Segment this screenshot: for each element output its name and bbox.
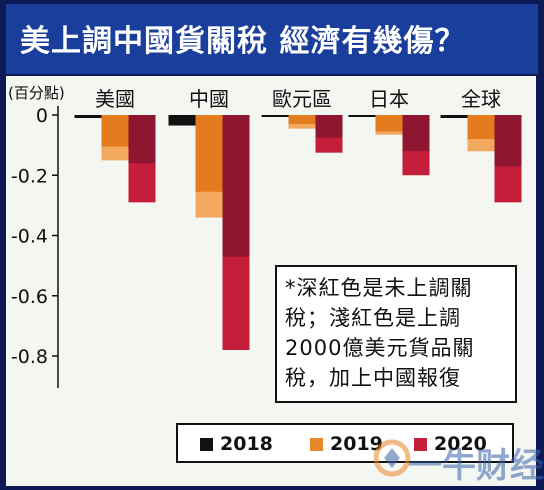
category-label: 日本 xyxy=(369,87,409,111)
bar-2019-base-0 xyxy=(101,115,129,147)
watermark-icon xyxy=(373,439,411,477)
note-text: *深紅色是未上調關 稅；淺紅色是上調 2000億美元貨品關 稅，加上中國報復 xyxy=(285,273,507,393)
chart-title: 美上調中國貨關稅 經濟有幾傷？ xyxy=(20,24,466,59)
bar-2019-base-3 xyxy=(375,115,403,132)
y-tick-label: -0.2 xyxy=(11,165,48,187)
bar-2020-base-3 xyxy=(402,115,430,152)
bar-2019-ext-3 xyxy=(375,131,403,135)
y-tick-label: -0.8 xyxy=(11,346,48,368)
bar-2019-base-4 xyxy=(467,115,495,140)
legend-label: 2018 xyxy=(220,433,273,455)
bar-2020-base-0 xyxy=(128,115,156,164)
bar-2019-base-2 xyxy=(288,115,316,125)
bar-2020-base-4 xyxy=(494,115,522,167)
category-label: 歐元區 xyxy=(272,87,332,111)
legend: 2018 2019 2020 xyxy=(176,423,514,463)
bar-2018-2 xyxy=(261,115,289,117)
category-label: 美國 xyxy=(95,87,135,111)
bar-2019-ext-4 xyxy=(467,139,495,152)
bar-chart: (百分點) 0 -0.2 -0.4 -0.6 -0.8 美國 中國 歐元區 日本 全球 xyxy=(8,84,522,388)
category-label: 中國 xyxy=(189,87,229,111)
legend-swatch xyxy=(200,438,213,451)
legend-label: 2019 xyxy=(330,433,383,455)
legend-label: 2020 xyxy=(434,433,487,455)
note-line: 稅；淺紅色是上調 xyxy=(285,306,461,330)
bar-2019-ext-0 xyxy=(101,146,129,161)
note-box: *深紅色是未上調關 稅；淺紅色是上調 2000億美元貨品關 稅，加上中國報復 xyxy=(275,265,517,403)
note-line: *深紅色是未上調關 xyxy=(285,276,473,300)
title-bar: 美上調中國貨關稅 經濟有幾傷？ xyxy=(6,4,538,74)
bar-2018-3 xyxy=(348,115,376,117)
category-label: 全球 xyxy=(461,87,501,111)
note-line: 稅，加上中國報復 xyxy=(285,366,461,390)
y-axis-label: (百分點) xyxy=(8,84,65,102)
bar-2020-base-2 xyxy=(315,115,343,138)
legend-swatch xyxy=(310,438,323,451)
watermark-logo: 一牛财经 xyxy=(372,430,544,486)
y-tick-label: -0.4 xyxy=(11,226,48,248)
bar-2018-0 xyxy=(74,115,102,119)
note-line: 2000億美元貨品關 xyxy=(285,336,475,360)
y-tick-label: 0 xyxy=(36,105,48,127)
legend-swatch xyxy=(414,438,427,451)
y-tick-label: -0.6 xyxy=(11,286,48,308)
bar-2020-base-1 xyxy=(222,115,250,257)
bar-2019-ext-2 xyxy=(288,124,316,129)
bar-2018-4 xyxy=(440,115,468,119)
bar-2019-ext-1 xyxy=(195,191,223,218)
bar-2019-base-1 xyxy=(195,115,223,192)
bar-2018-1 xyxy=(168,115,196,126)
watermark-text: 一牛财经 xyxy=(408,446,544,486)
